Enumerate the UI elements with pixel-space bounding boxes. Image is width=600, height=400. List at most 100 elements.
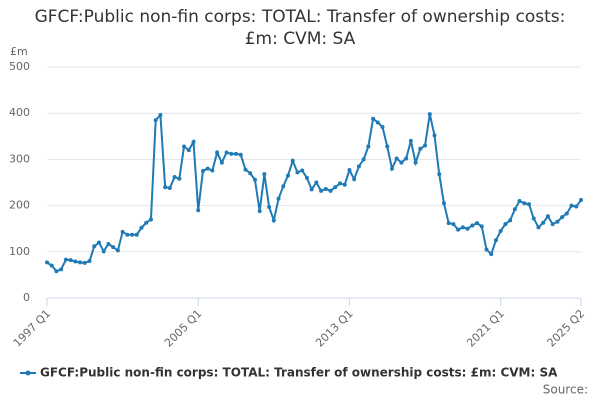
data-point — [465, 226, 470, 231]
data-point — [234, 151, 239, 156]
data-point — [541, 220, 546, 225]
data-point — [574, 204, 579, 209]
source: Source: — [543, 383, 588, 397]
y-tick-label: 0 — [23, 291, 30, 304]
data-point — [536, 225, 541, 230]
data-point — [569, 203, 574, 208]
data-point — [309, 187, 314, 192]
data-point — [196, 208, 201, 213]
data-point — [460, 225, 465, 230]
data-point — [493, 238, 498, 243]
data-point — [167, 186, 172, 191]
data-point — [205, 166, 210, 171]
data-point — [418, 146, 423, 151]
data-point — [78, 260, 83, 265]
data-point — [68, 258, 73, 263]
data-point — [215, 150, 220, 155]
data-point — [361, 157, 366, 162]
data-point — [389, 166, 394, 171]
y-tick-label: 100 — [9, 245, 30, 258]
data-point — [191, 139, 196, 144]
legend-marker — [25, 370, 31, 376]
data-point — [257, 209, 262, 214]
data-point — [49, 263, 54, 268]
data-point — [413, 160, 418, 165]
data-point — [517, 198, 522, 203]
data-point — [106, 241, 111, 246]
data-point — [385, 144, 390, 149]
data-point — [446, 221, 451, 226]
data-point — [267, 204, 272, 209]
data-point — [158, 113, 163, 118]
data-point — [300, 168, 305, 173]
data-point — [101, 249, 106, 254]
data-point — [342, 182, 347, 187]
data-point — [182, 144, 187, 149]
data-point — [333, 185, 338, 190]
data-point — [456, 227, 461, 232]
data-point — [92, 244, 97, 249]
y-tick-label: 200 — [9, 199, 30, 212]
data-point — [314, 180, 319, 185]
data-point — [560, 215, 565, 220]
data-point — [512, 207, 517, 212]
data-point — [475, 221, 480, 226]
data-point — [153, 118, 158, 123]
data-point — [252, 177, 257, 182]
data-point — [148, 217, 153, 222]
data-point — [550, 222, 555, 227]
data-point — [427, 112, 432, 117]
data-point — [328, 188, 333, 193]
series-line — [46, 112, 582, 273]
data-point — [286, 173, 291, 178]
data-point — [271, 218, 276, 223]
data-point — [82, 260, 87, 265]
y-tick-label: 400 — [9, 106, 30, 119]
data-point — [375, 120, 380, 125]
data-point — [262, 172, 267, 177]
data-point — [200, 168, 205, 173]
data-point — [437, 172, 442, 177]
data-point — [73, 259, 78, 264]
data-point — [125, 232, 130, 237]
data-point — [87, 259, 92, 264]
data-point — [508, 218, 513, 223]
data-point — [115, 248, 120, 253]
x-tick-label: 2005 Q1 — [162, 307, 205, 350]
data-point — [276, 196, 281, 201]
data-point — [139, 225, 144, 230]
data-point — [399, 160, 404, 165]
data-point — [527, 202, 532, 207]
data-point — [545, 214, 550, 219]
data-point — [555, 219, 560, 224]
data-point — [219, 160, 224, 165]
data-point — [134, 232, 139, 237]
data-point — [59, 267, 64, 272]
data-point — [489, 252, 494, 257]
data-point — [423, 143, 428, 148]
data-point — [522, 201, 527, 206]
x-tick-label: 1997 Q1 — [11, 307, 54, 350]
data-point — [238, 152, 243, 157]
data-point — [130, 232, 135, 237]
data-point — [63, 257, 68, 262]
x-tick-label: 2013 Q1 — [313, 307, 356, 350]
data-point — [248, 171, 253, 176]
data-point — [111, 245, 116, 250]
data-point — [347, 168, 352, 173]
y-axis-label: £m — [10, 45, 28, 58]
data-point — [295, 170, 300, 175]
data-point — [404, 156, 409, 161]
data-point — [163, 185, 168, 190]
data-point — [408, 138, 413, 143]
legend-label: GFCF:Public non-fin corps: TOTAL: Transf… — [40, 366, 558, 380]
data-point — [177, 176, 182, 181]
data-point — [304, 175, 309, 180]
data-point — [441, 201, 446, 206]
data-point — [432, 133, 437, 138]
data-point — [120, 229, 125, 234]
chart-title: GFCF:Public non-fin corps: TOTAL: Transf… — [34, 7, 566, 49]
data-point — [224, 150, 229, 155]
